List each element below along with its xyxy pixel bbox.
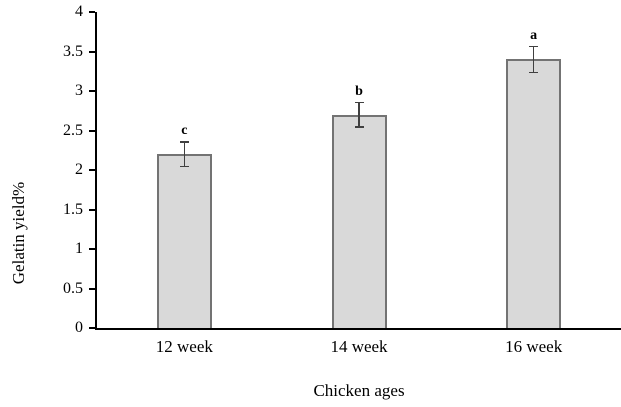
y-axis-tick (89, 287, 95, 290)
error-bar-line (183, 142, 186, 167)
y-tick-label: 1 (75, 240, 83, 257)
y-tick-label: 3.5 (63, 42, 83, 60)
y-axis-tick (89, 248, 95, 250)
x-tick-label: 16 week (505, 337, 563, 356)
y-axis-tick (89, 50, 95, 53)
y-axis (95, 12, 97, 330)
y-tick-label: 4 (75, 3, 83, 20)
x-axis (95, 328, 621, 330)
x-axis-title: Chicken ages (313, 381, 405, 400)
y-axis-tick (89, 169, 95, 171)
y-axis-title: Gelatin yield% (9, 181, 28, 285)
error-bar-cap-bottom (354, 126, 364, 128)
error-bar-cap-bottom (179, 165, 189, 168)
x-tick-label: 14 week (330, 337, 388, 356)
bar (331, 114, 387, 328)
y-axis-tick (89, 129, 95, 132)
y-tick-label: 0.5 (63, 279, 83, 297)
sig-letter: c (181, 123, 188, 139)
bar (156, 154, 212, 328)
x-tick-label: 12 week (155, 337, 213, 356)
error-bar-cap-top (179, 141, 189, 143)
error-bar-line (358, 102, 360, 127)
y-axis-tick (89, 90, 95, 92)
error-bar-line (532, 46, 535, 73)
y-axis-tick (89, 11, 95, 13)
error-bar-cap-top (529, 45, 539, 48)
y-axis-tick (89, 327, 95, 329)
bar (506, 59, 562, 328)
y-tick-label: 0 (75, 319, 83, 336)
error-bar-cap-top (354, 101, 364, 104)
y-tick-label: 2 (75, 161, 83, 178)
error-bar-cap-bottom (529, 71, 539, 74)
y-tick-label: 3 (75, 82, 83, 99)
y-tick-label: 2.5 (63, 121, 83, 139)
sig-letter: a (530, 27, 538, 43)
sig-letter: b (355, 83, 363, 99)
y-tick-label: 1.5 (63, 200, 83, 218)
y-axis-tick (89, 208, 95, 211)
